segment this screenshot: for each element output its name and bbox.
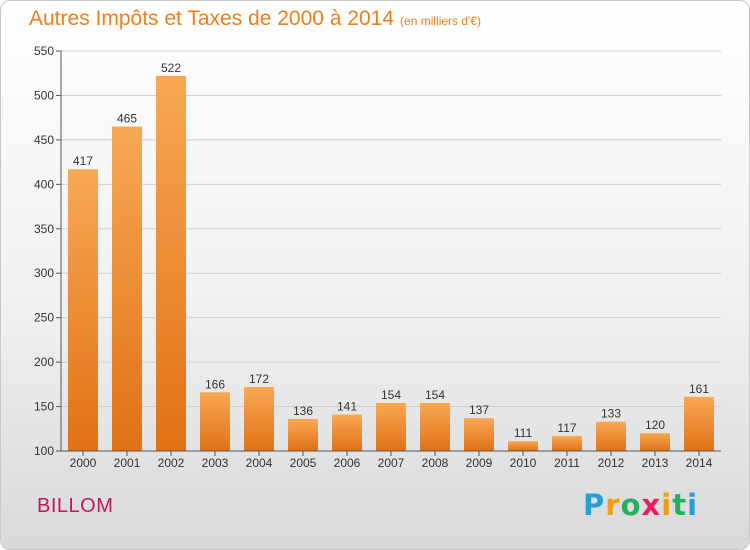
bar-value-label: 465	[117, 112, 137, 126]
logo-letter: i	[661, 488, 673, 522]
x-tick-label: 2012	[598, 456, 625, 470]
x-tick-label: 2006	[334, 456, 361, 470]
bar-value-label: 137	[469, 403, 489, 417]
axes: 100 150 200 250 300 350 400 450 500 550 2000 2001 20…	[34, 44, 721, 470]
x-tick-label: 2003	[202, 456, 229, 470]
town-name: BILLOM	[37, 495, 114, 517]
bar	[112, 126, 142, 452]
bar-value-label: 172	[249, 372, 269, 386]
bar	[640, 433, 670, 451]
chart-title: Autres Impôts et Taxes de 2000 à 2014 (en…	[29, 7, 481, 31]
x-tick-label: 2010	[510, 456, 537, 470]
logo-letter: r	[605, 488, 621, 522]
bar-value-label: 133	[601, 407, 621, 421]
bar	[508, 441, 538, 451]
bar-value-label: 154	[381, 388, 401, 402]
y-tick-label: 100	[34, 444, 54, 458]
bar-value-label: 111	[514, 426, 533, 440]
x-tick-label: 2011	[554, 456, 580, 470]
x-tick-label: 2004	[246, 456, 273, 470]
bar-value-label: 136	[293, 404, 313, 418]
bar	[464, 418, 494, 451]
y-tick-label: 550	[34, 44, 54, 58]
bar	[684, 396, 714, 451]
bar-value-label: 417	[73, 154, 93, 168]
x-tick-label: 2000	[70, 456, 97, 470]
bar	[332, 414, 362, 451]
y-tick-label: 200	[34, 355, 54, 369]
bar-value-label: 154	[425, 388, 445, 402]
y-tick-label: 350	[34, 222, 54, 236]
y-tick-label: 400	[34, 177, 54, 191]
bar-value-label: 161	[689, 382, 709, 396]
y-tick-label: 450	[34, 133, 54, 147]
x-tick-label: 2008	[422, 456, 449, 470]
x-tick-label: 2014	[686, 456, 713, 470]
x-tick-label: 2005	[290, 456, 317, 470]
bar-value-label: 522	[161, 61, 181, 75]
bar	[596, 421, 626, 451]
bar-value-label: 117	[557, 421, 576, 435]
bar	[288, 419, 318, 451]
x-tick-label: 2002	[158, 456, 185, 470]
bar	[244, 387, 274, 451]
bar	[552, 435, 582, 451]
bar	[68, 169, 98, 451]
bar	[420, 403, 450, 451]
x-tick-label: 2007	[378, 456, 405, 470]
bars: 417 465 522 166 172 136 141 154 154 137 111 117 133 1…	[68, 61, 714, 452]
bar	[376, 403, 406, 451]
title-unit: (en milliers d'€)	[400, 14, 482, 28]
y-tick-label: 150	[34, 400, 54, 414]
proxiti-logo: Proxiti	[583, 488, 698, 522]
y-tick-label: 250	[34, 311, 54, 325]
logo-letter: x	[641, 488, 662, 522]
x-tick-label: 2001	[114, 456, 141, 470]
logo-letter: i	[687, 488, 699, 522]
bar	[200, 392, 230, 451]
title-text: Autres Impôts et Taxes de 2000 à 2014	[29, 7, 395, 30]
bar-value-label: 141	[337, 400, 357, 414]
bar	[156, 75, 186, 451]
logo-letter: P	[583, 488, 606, 522]
x-tick-label: 2013	[642, 456, 669, 470]
bar-value-label: 120	[645, 418, 665, 432]
logo-letter: t	[672, 488, 688, 522]
logo-letter: o	[620, 488, 642, 522]
y-tick-label: 500	[34, 88, 54, 102]
y-tick-label: 300	[34, 266, 54, 280]
bar-value-label: 166	[205, 377, 225, 391]
x-tick-label: 2009	[466, 456, 493, 470]
